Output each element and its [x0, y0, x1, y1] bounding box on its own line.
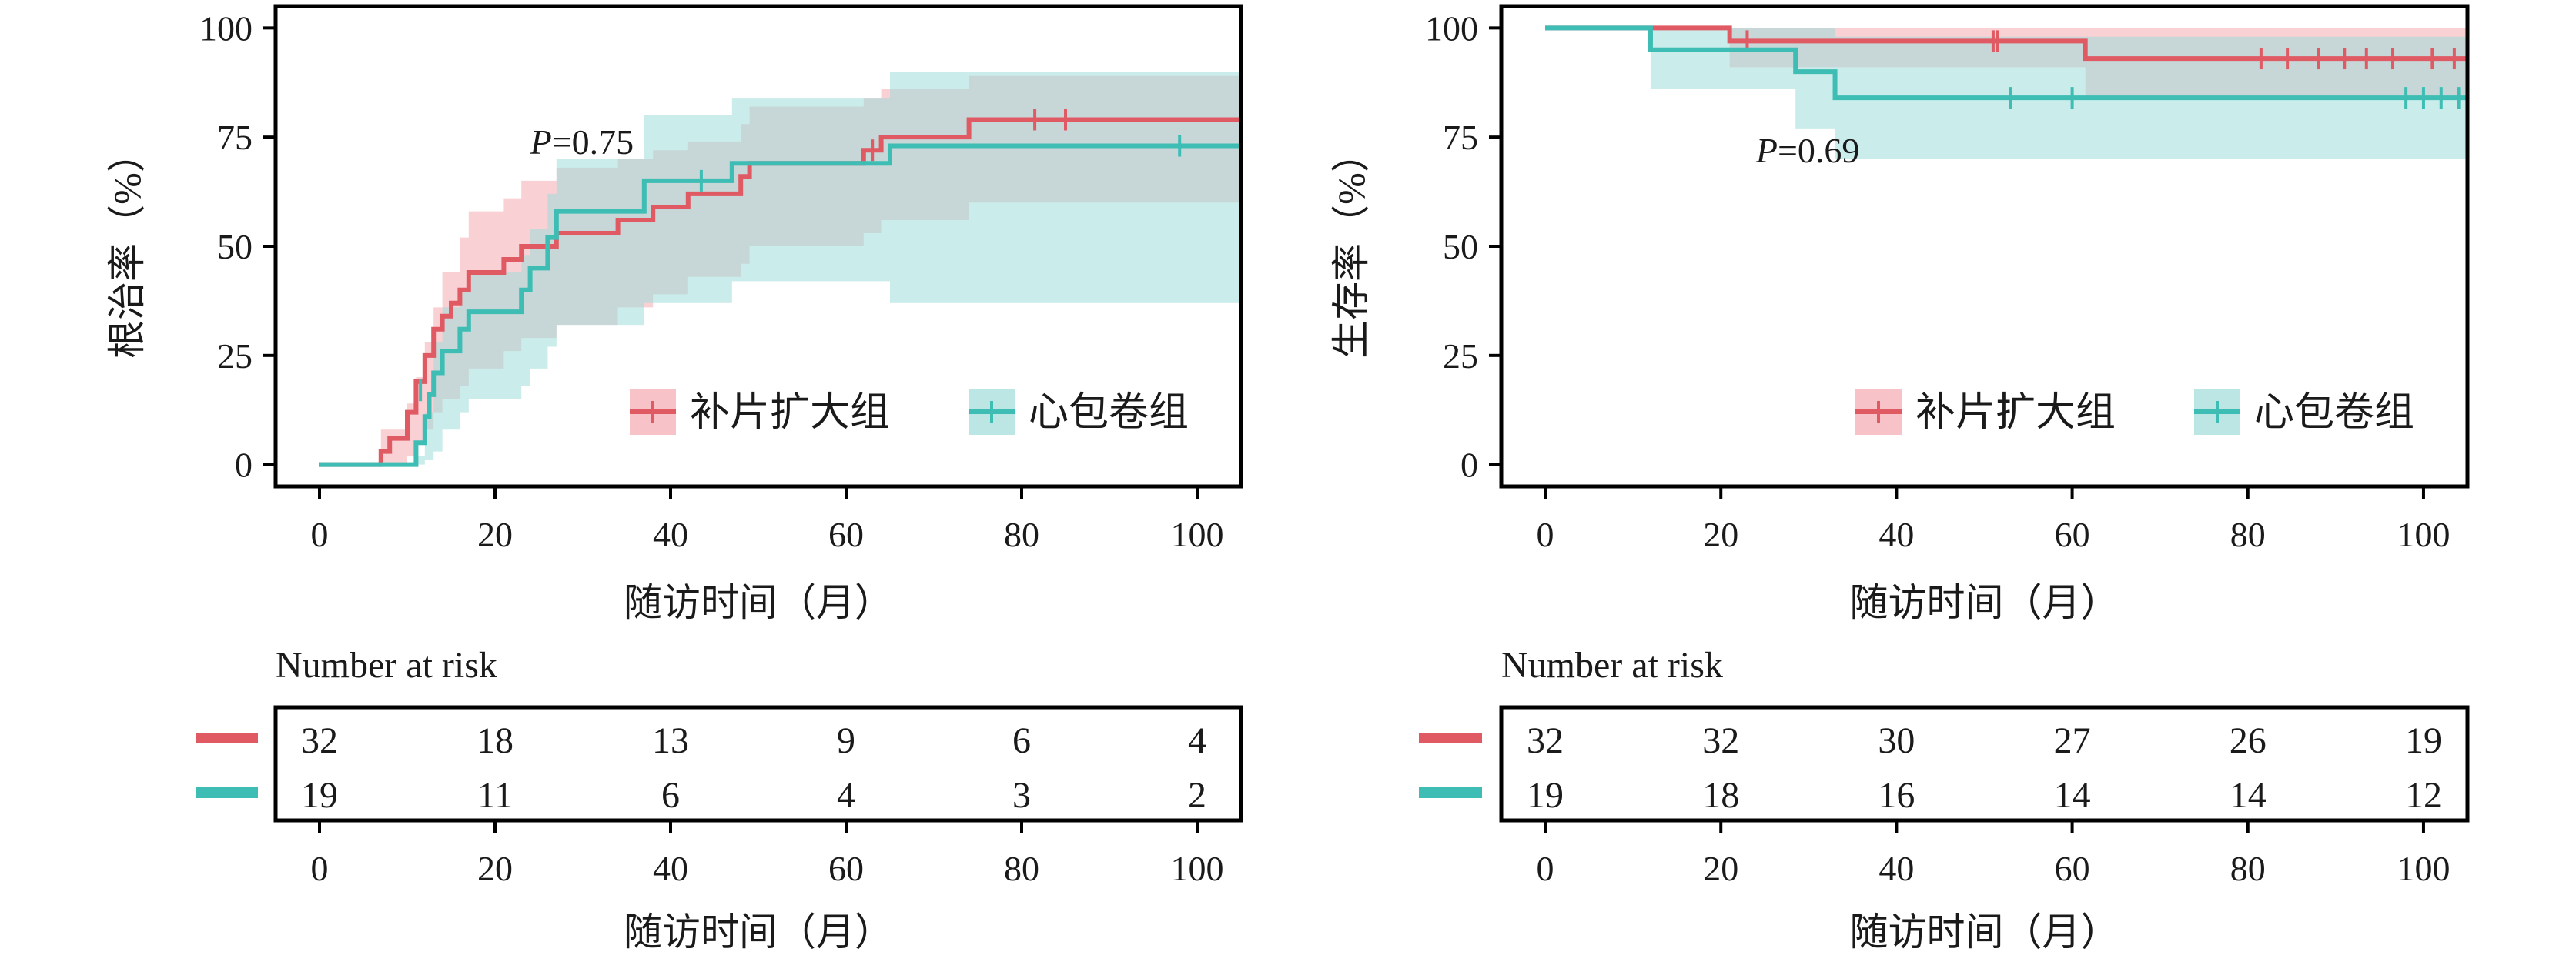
- y-tick-label: 100: [1425, 8, 1478, 48]
- x-tick-label: 0: [1537, 515, 1554, 554]
- risk-count: 18: [1702, 775, 1739, 816]
- risk-count: 19: [1527, 775, 1564, 816]
- km-curve-red: [1545, 25, 2467, 62]
- x-tick-label: 100: [1171, 515, 1224, 554]
- legend-label-teal: 心包卷组: [2254, 391, 2414, 435]
- risk-count: 32: [1702, 720, 1739, 761]
- y-axis-label: 根治率（%）: [105, 134, 149, 359]
- risk-count: 18: [477, 720, 514, 761]
- risk-count: 14: [2054, 775, 2091, 816]
- risk-count: 6: [1012, 720, 1031, 761]
- risk-table-title: Number at risk: [1501, 645, 1723, 686]
- risk-x-tick-label: 20: [1703, 849, 1738, 888]
- risk-x-tick-label: 0: [1537, 849, 1554, 888]
- risk-count: 19: [301, 775, 338, 816]
- km-curve-teal: [1545, 25, 2467, 101]
- km-curve-teal: [319, 143, 1241, 467]
- risk-table-title: Number at risk: [276, 645, 497, 686]
- risk-x-tick-label: 100: [2397, 849, 2450, 888]
- risk-count: 16: [1878, 775, 1915, 816]
- p-value-prefix: P: [530, 122, 552, 162]
- x-tick-label: 40: [1878, 515, 1914, 554]
- risk-x-tick-label: 80: [2230, 849, 2266, 888]
- legend-label-red: 补片扩大组: [1915, 391, 2116, 435]
- risk-x-tick-label: 100: [1171, 849, 1224, 888]
- risk-count: 26: [2230, 720, 2267, 761]
- risk-table-frame: [273, 705, 1243, 823]
- x-tick-label: 40: [653, 515, 688, 554]
- risk-count: 30: [1878, 720, 1915, 761]
- risk-count: 19: [2405, 720, 2442, 761]
- y-tick-label: 100: [199, 8, 253, 48]
- y-tick-label: 0: [1460, 446, 1478, 485]
- legend-label-red: 补片扩大组: [690, 391, 890, 435]
- risk-x-tick-label: 0: [311, 849, 329, 888]
- x-axis-label: 随访时间（月）: [624, 581, 893, 624]
- y-axis-label: 生存率（%）: [1330, 134, 1373, 359]
- risk-count: 14: [2230, 775, 2267, 816]
- risk-table-frame: [1499, 705, 2470, 823]
- panel-right-survival-rate: 0 25 50 75 100 0 20 40 60 80 100 随访时间（月） 生存率（%） P=0.6…: [1330, 4, 2470, 954]
- p-value-annotation: P=0.75: [530, 122, 634, 162]
- x-tick-label: 100: [2397, 515, 2450, 554]
- y-tick-label: 50: [1443, 227, 1478, 266]
- x-axis-label: 随访时间（月）: [1850, 581, 2119, 624]
- x-tick-label: 80: [2230, 515, 2266, 554]
- risk-count: 32: [1527, 720, 1564, 761]
- risk-count: 9: [837, 720, 855, 761]
- risk-count: 12: [2405, 775, 2442, 816]
- p-value-annotation: P=0.69: [1755, 131, 1860, 170]
- risk-x-tick-label: 60: [2055, 849, 2090, 888]
- x-tick-label: 60: [2055, 515, 2090, 554]
- risk-count: 27: [2054, 720, 2091, 761]
- y-tick-label: 25: [1443, 336, 1478, 376]
- risk-count: 3: [1012, 775, 1031, 816]
- risk-count: 2: [1188, 775, 1206, 816]
- risk-count: 13: [652, 720, 689, 761]
- risk-count: 11: [477, 775, 513, 816]
- risk-x-tick-label: 40: [653, 849, 688, 888]
- y-tick-label: 0: [235, 446, 253, 485]
- risk-x-tick-label: 60: [828, 849, 864, 888]
- risk-count: 32: [301, 720, 338, 761]
- x-tick-label: 80: [1004, 515, 1039, 554]
- y-tick-label: 50: [217, 227, 253, 266]
- risk-x-axis-label: 随访时间（月）: [1850, 910, 2119, 954]
- legend-label-teal: 心包卷组: [1029, 391, 1189, 435]
- y-tick-label: 75: [217, 118, 253, 157]
- p-value-text: =0.75: [552, 122, 634, 162]
- x-tick-label: 0: [311, 515, 329, 554]
- risk-x-tick-label: 80: [1004, 849, 1039, 888]
- risk-x-tick-label: 40: [1878, 849, 1914, 888]
- risk-x-axis-label: 随访时间（月）: [624, 910, 893, 954]
- y-tick-label: 25: [217, 336, 253, 376]
- x-tick-label: 60: [828, 515, 864, 554]
- risk-count: 4: [837, 775, 855, 816]
- risk-count: 6: [661, 775, 680, 816]
- risk-count: 4: [1188, 720, 1206, 761]
- p-value-prefix: P: [1755, 131, 1778, 170]
- p-value-text: =0.69: [1778, 131, 1859, 170]
- x-tick-label: 20: [1703, 515, 1738, 554]
- y-tick-label: 75: [1443, 118, 1478, 157]
- ci-band-teal: [319, 72, 1241, 465]
- risk-x-tick-label: 20: [477, 849, 513, 888]
- x-tick-label: 20: [477, 515, 513, 554]
